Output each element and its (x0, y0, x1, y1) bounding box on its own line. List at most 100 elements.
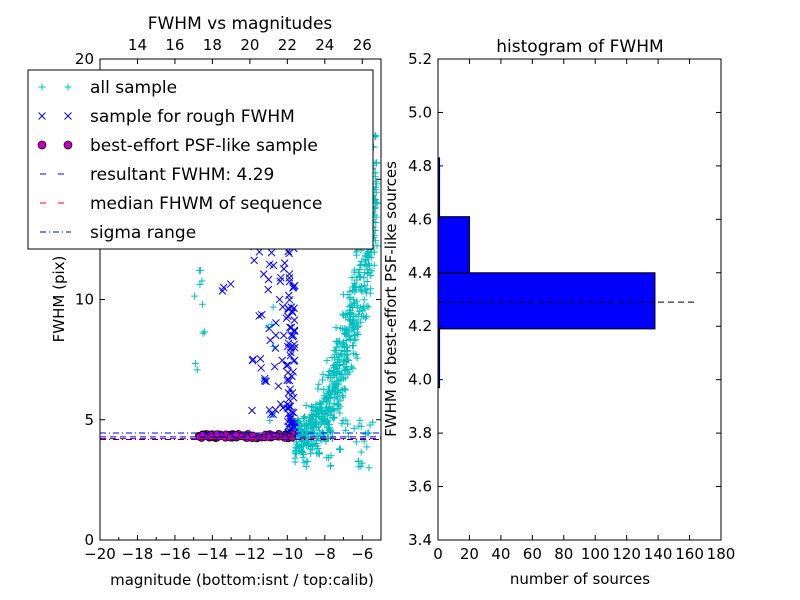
scatter-point (269, 303, 277, 311)
histogram-title: histogram of FWHM (496, 37, 663, 57)
scatter-point (310, 423, 318, 431)
hist-x-tick-label: 100 (581, 545, 610, 563)
hist-y-tick-label: 5.0 (408, 103, 432, 121)
x-tick-label: −10 (272, 545, 304, 563)
scatter-point (265, 324, 274, 333)
scatter-point (290, 327, 299, 336)
scatter-point (307, 449, 315, 457)
scatter-point (360, 305, 368, 313)
scatter-point (283, 376, 292, 385)
scatter-point (286, 351, 295, 360)
scatter-point (279, 404, 287, 412)
scatter-point (193, 366, 201, 374)
scatter-point (333, 377, 341, 385)
scatter-point (226, 280, 235, 288)
scatter-point (343, 346, 351, 354)
scatter-point (288, 408, 297, 417)
scatter-point (338, 350, 346, 358)
scatter-point (341, 365, 349, 373)
scatter-point (315, 449, 323, 457)
scatter-point (267, 410, 275, 418)
scatter-point (369, 418, 377, 426)
scatter-point (343, 326, 351, 334)
hist-x-tick-label: 180 (707, 545, 736, 563)
scatter-point (339, 360, 347, 368)
scatter-point (327, 373, 335, 381)
scatter-point (360, 296, 368, 304)
scatter-point (360, 269, 368, 277)
scatter-point (348, 327, 356, 335)
scatter-point (289, 367, 297, 376)
scatter-point (290, 423, 298, 431)
hist-y-tick-label: 3.8 (408, 424, 432, 442)
y-tick-label: 20 (75, 50, 94, 68)
scatter-point (365, 464, 373, 472)
scatter-point (334, 401, 342, 409)
scatter-point (267, 248, 276, 257)
scatter-point (332, 324, 340, 332)
scatter-point (349, 323, 357, 331)
scatter-point (354, 457, 362, 465)
hist-y-tick-label: 3.6 (408, 478, 432, 496)
scatter-point (333, 343, 341, 351)
hist-x-tick-label: 160 (675, 545, 704, 563)
x-tick-label: −16 (159, 545, 191, 563)
histogram-bar (437, 272, 656, 330)
scatter-point (335, 351, 343, 359)
scatter-point (339, 416, 347, 424)
legend-entry: sample for rough FWHM (38, 107, 295, 127)
hist-x-tick-label: 120 (612, 545, 641, 563)
scatter-point (361, 253, 369, 261)
legend-label: sample for rough FWHM (90, 107, 295, 127)
scatter-point (354, 322, 362, 330)
hist-y-tick-label: 4.8 (408, 157, 432, 175)
scatter-point (322, 405, 330, 413)
scatter-point (372, 199, 380, 207)
scatter-point (323, 398, 331, 406)
scatter-point (323, 357, 331, 365)
scatter-point (353, 297, 361, 305)
hist-y-tick-label: 4.4 (408, 264, 432, 282)
scatter-point (345, 310, 353, 318)
scatter-point (288, 332, 297, 341)
scatter-point (363, 249, 371, 257)
x-tick-label: −12 (234, 545, 266, 563)
scatter-point (350, 424, 358, 432)
x-tick-label: −18 (122, 545, 154, 563)
scatter-point (346, 287, 354, 295)
scatter-point (260, 377, 269, 385)
scatter-point (332, 382, 340, 390)
scatter-point (288, 434, 297, 442)
scatter-point (191, 292, 199, 300)
scatter-point (289, 393, 298, 402)
legend-entry: median FHWM of sequence (40, 194, 322, 214)
histogram-ylabel: FWHM of best-effort PSF-like sources (382, 161, 400, 437)
scatter-point (303, 430, 311, 438)
scatter-point (279, 265, 288, 273)
scatter-point (290, 343, 299, 352)
scatter-point (312, 404, 320, 412)
scatter-point (266, 336, 275, 345)
scatter-point (198, 277, 206, 285)
scatter-point (197, 266, 205, 274)
scatter-point (349, 364, 357, 372)
scatter-point (326, 428, 334, 436)
scatter-point (269, 261, 278, 270)
scatter-point (366, 262, 374, 270)
scatter-point (362, 289, 370, 297)
scatter-point (316, 427, 324, 435)
scatter-point (352, 336, 360, 344)
scatter-point (282, 314, 291, 323)
scatter-point (285, 402, 293, 410)
scatter-point (338, 392, 346, 400)
scatter-point (307, 411, 315, 419)
hist-x-tick-label: 140 (644, 545, 673, 563)
scatter-point (346, 295, 354, 303)
scatter-point (356, 416, 364, 424)
scatter-point (358, 459, 366, 467)
scatter-point (322, 394, 330, 402)
scatter-point (308, 446, 316, 454)
top-tick-label: 26 (353, 36, 372, 54)
scatter-point (200, 328, 208, 336)
scatter-point (354, 331, 362, 339)
